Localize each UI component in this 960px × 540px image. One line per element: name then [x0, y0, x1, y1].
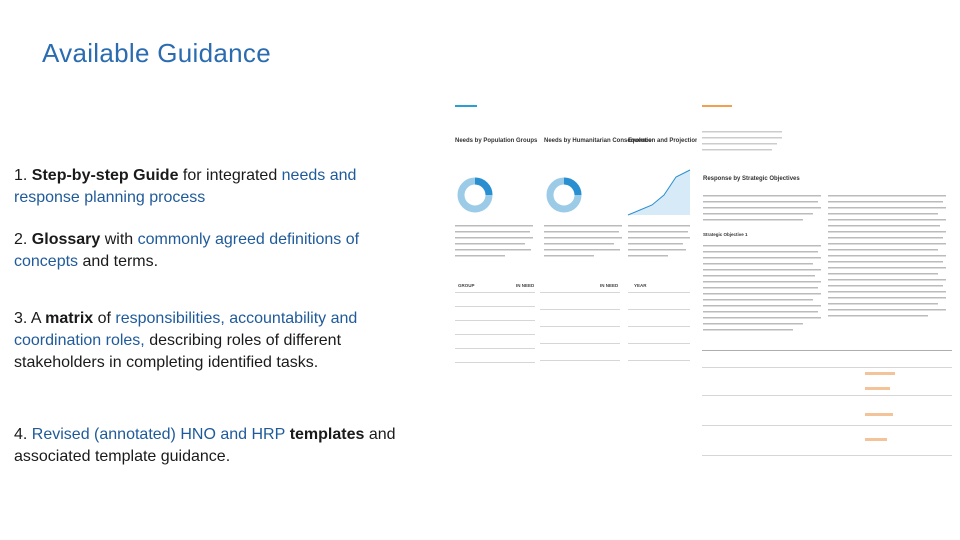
text-segment: of: [93, 310, 116, 327]
text-segment: 1.: [14, 167, 32, 184]
accent-bar: [455, 105, 477, 107]
thumb-heading: Evolution and Projection of Needs: [628, 138, 726, 144]
text-segment: describing roles of different stakeholde…: [14, 332, 342, 371]
text-segment: 3. A: [14, 310, 46, 327]
table-header: YEAR: [634, 283, 647, 288]
text-lines: [455, 225, 690, 257]
table-header: GROUP: [458, 283, 475, 288]
text-segment: Step-by-step Guide: [31, 167, 179, 184]
text-segment: templates: [285, 426, 365, 443]
text-segment: Revised (annotated) HNO and HRP: [31, 426, 286, 443]
text-segment: 2.: [14, 231, 32, 248]
thumb-heading: Needs by Population Groups: [455, 138, 538, 144]
donut-segment: [474, 177, 493, 196]
accent-bar: [702, 105, 732, 107]
document-thumbnail: Needs by Population Groups Needs by Huma…: [448, 100, 960, 460]
text-segment: Glossary: [31, 231, 101, 248]
area: [628, 170, 690, 215]
text-segment: matrix: [45, 310, 94, 327]
page: [448, 100, 695, 460]
objective-rows: [702, 367, 952, 456]
guidance-item: 4. Revised (annotated) HNO and HRP templ…: [14, 424, 414, 468]
thumb-heading: Response by Strategic Objectives: [703, 176, 800, 182]
table-header: IN NEED: [516, 283, 535, 288]
guidance-item: 1. Step-by-step Guide for integrated nee…: [14, 165, 414, 209]
text-segment: for integrated: [178, 167, 282, 184]
text-segment: responsibilities, accountability and coo…: [14, 310, 358, 349]
slide-title: Available Guidance: [42, 38, 271, 68]
text-lines: [702, 131, 782, 151]
donut-segment: [563, 177, 582, 196]
table-header: IN NEED: [600, 283, 619, 288]
text-segment: commonly agreed definitions of concepts: [14, 231, 360, 270]
text-lines: [703, 195, 946, 331]
text-segment: needs and response planning process: [14, 167, 357, 206]
thumb-heading: Needs by Humanitarian Consequence: [544, 138, 652, 144]
table-rows: [455, 292, 690, 363]
guidance-item: 3. A matrix of responsibilities, account…: [14, 308, 414, 374]
thumb-heading: Strategic Objective 1: [703, 232, 748, 237]
text-segment: with: [100, 231, 138, 248]
text-segment: 4.: [14, 426, 32, 443]
line: [627, 169, 691, 216]
text-segment: and terms.: [78, 253, 159, 270]
guidance-item: 2. Glossary with commonly agreed definit…: [14, 229, 414, 273]
table-rule: [702, 350, 952, 351]
text-segment: and associated template guidance.: [14, 426, 396, 465]
